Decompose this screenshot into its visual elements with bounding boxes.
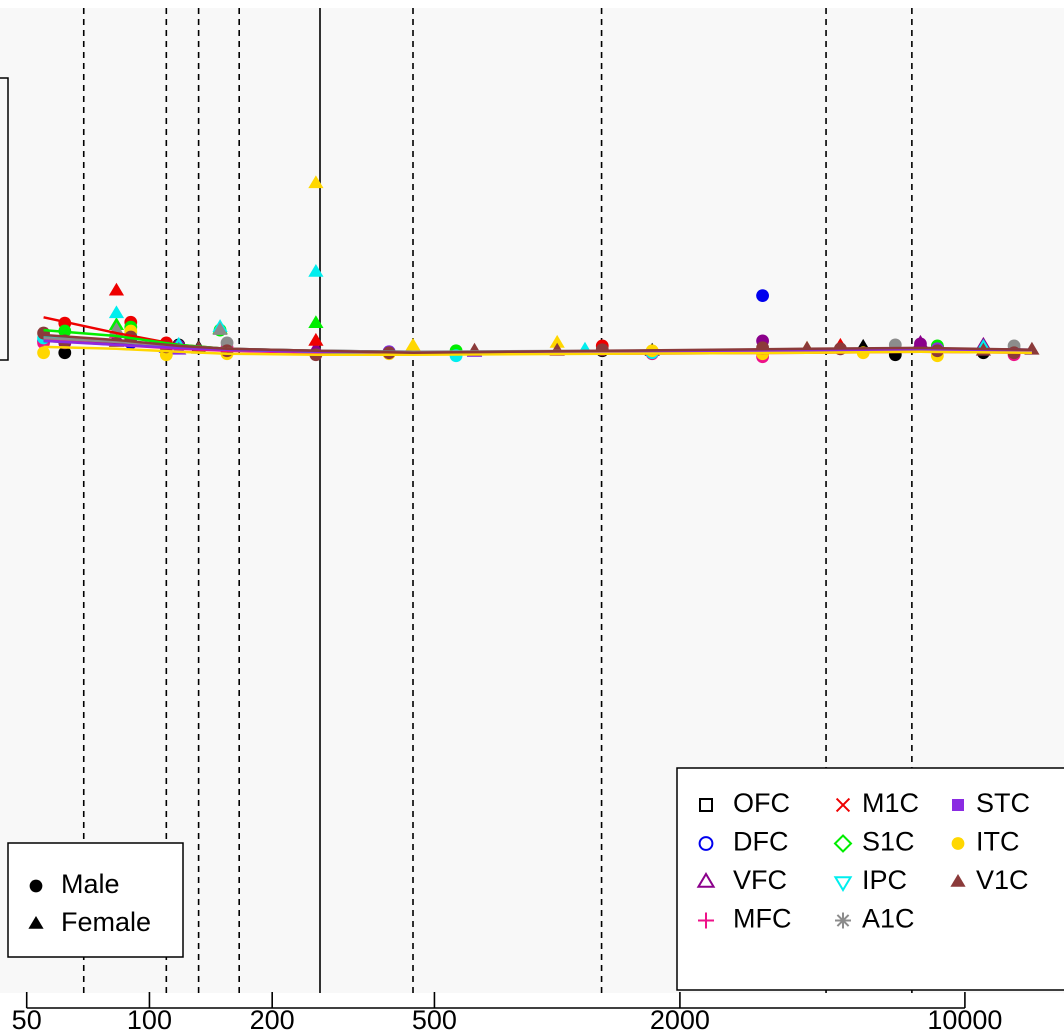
female-point	[308, 175, 324, 189]
x-tick-label: 50	[12, 1005, 42, 1034]
legend-label: DFC	[733, 827, 789, 857]
legend-label: A1C	[862, 904, 915, 934]
female-point	[212, 322, 228, 335]
legend-label: ITC	[976, 827, 1020, 857]
legend-label: VFC	[733, 865, 787, 895]
legend-label: Female	[61, 907, 151, 937]
legend-symbol	[698, 912, 714, 929]
x-tick-label: 10000	[927, 1005, 1002, 1034]
legend-box	[7, 842, 184, 958]
legend-label: M1C	[862, 788, 919, 818]
clipped-box	[0, 77, 9, 361]
x-tick-label: 200	[250, 1005, 295, 1034]
legend-label: STC	[976, 788, 1030, 818]
legend-symbol	[835, 797, 851, 813]
x-tick-label: 2000	[650, 1005, 710, 1034]
x-tick-label: 500	[412, 1005, 457, 1034]
female-point	[912, 334, 929, 348]
legend-symbol	[29, 879, 43, 893]
legend-symbol	[951, 837, 965, 850]
legend-label: OFC	[733, 788, 790, 818]
female-point	[308, 315, 324, 328]
legend-label: V1C	[976, 865, 1029, 895]
fit-lines	[43, 316, 1032, 356]
legend-symbol	[698, 836, 714, 851]
legend-symbol	[28, 916, 44, 929]
legend-box	[676, 767, 1064, 991]
vertical-lines	[82, 8, 913, 993]
fit-line	[43, 333, 1032, 355]
sex-legend: Male Female	[7, 842, 184, 958]
fit-line	[43, 345, 1032, 356]
female-point	[308, 332, 324, 346]
legend-symbol	[833, 876, 853, 892]
female-point	[405, 337, 421, 351]
legend-label: Male	[61, 869, 120, 899]
legend-symbol	[952, 799, 964, 811]
female-point	[549, 334, 565, 348]
female-point	[308, 263, 324, 277]
legend-symbol	[699, 798, 713, 812]
legend-label: IPC	[862, 865, 907, 895]
legend-symbol	[696, 872, 716, 888]
male-point	[37, 346, 50, 360]
female-point	[108, 305, 125, 319]
legend-label: S1C	[862, 827, 915, 857]
legend-label: MFC	[733, 904, 791, 934]
legend-symbol	[835, 912, 851, 929]
legend-symbol	[950, 874, 966, 887]
x-axis: 50 100 200 500 2000 10000	[12, 992, 1002, 1034]
male-point	[756, 289, 769, 303]
legend-symbol	[833, 834, 853, 853]
x-tick-label: 100	[127, 1005, 172, 1034]
female-point	[108, 282, 125, 296]
region-legend: OFC DFC VFC MFC M1C S1C IPC A1C STC ITC V1C	[676, 767, 1064, 991]
male-point	[58, 346, 72, 360]
